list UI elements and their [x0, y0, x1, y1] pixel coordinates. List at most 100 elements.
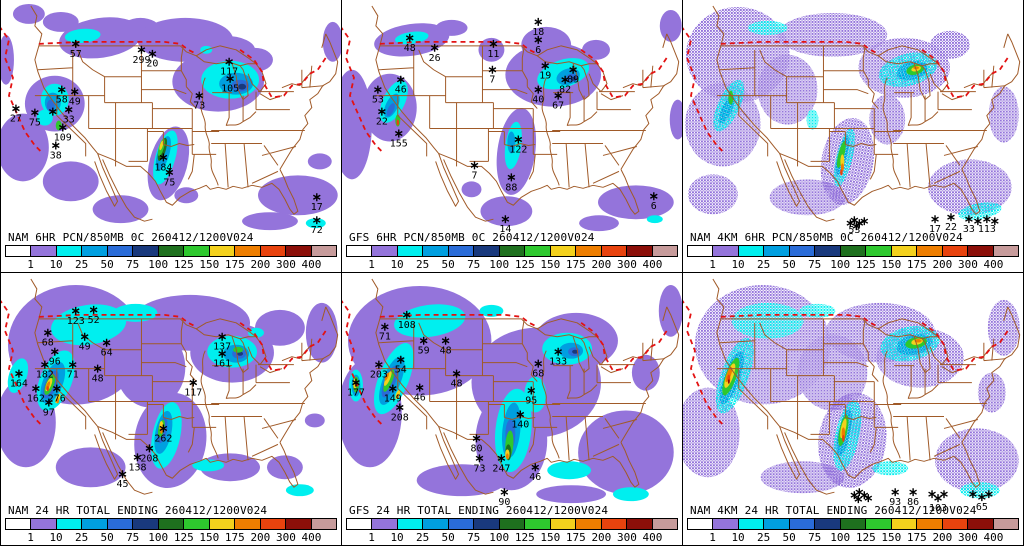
station-value: 138 [128, 462, 146, 473]
station-value: 27 [10, 114, 22, 125]
station-value: 33 [63, 115, 75, 126]
station-marker-icon [396, 355, 405, 364]
station-marker-icon [352, 378, 360, 387]
colorbar [346, 518, 678, 530]
station-marker-icon [534, 85, 543, 94]
colorbar-segment [260, 246, 287, 256]
station-marker-icon [940, 490, 948, 499]
colorbar-segment [525, 519, 551, 529]
colorbar-tick-label: 175 [565, 531, 586, 544]
colorbar-tick-label: 175 [224, 531, 245, 544]
coastline [30, 5, 339, 222]
colorbar-tick-label: 175 [906, 531, 927, 544]
station-marker-icon [516, 410, 525, 419]
state-borders [716, 318, 1006, 461]
station-marker-icon [57, 85, 66, 94]
coastline [712, 278, 1021, 495]
station-value: 7 [489, 75, 495, 86]
precip-field [342, 284, 682, 504]
station-marker-icon [928, 490, 936, 499]
panel-title: GFS 6HR PCN/850MB 0C 260412/1200V024 [349, 231, 595, 244]
colorbar-segment [627, 246, 653, 256]
station-value: 17 [929, 224, 941, 235]
colorbar-tick-label: 400 [301, 258, 322, 271]
station-value: 161 [213, 359, 231, 370]
colorbar-tick-label: 300 [616, 258, 637, 271]
station-marker-icon [931, 215, 939, 224]
station-value: 203 [370, 370, 388, 381]
colorbar-segment [107, 246, 134, 256]
colorbar-segment [423, 246, 449, 256]
station-marker-icon [89, 305, 98, 314]
station-marker-icon [947, 213, 955, 222]
colorbar [687, 245, 1019, 257]
colorbar-segment [31, 246, 57, 256]
colorbar-tick-label: 50 [782, 531, 796, 544]
colorbar [5, 245, 337, 257]
colorbar-segment [601, 519, 628, 529]
station-value: 103 [929, 503, 947, 514]
colorbar-segment [713, 246, 739, 256]
station-value: 73 [193, 101, 205, 112]
colorbar-segment [738, 519, 765, 529]
station-marker-icon [497, 454, 506, 463]
colorbar-segment [133, 246, 159, 256]
station-marker-icon [218, 349, 226, 358]
station-value: 49 [79, 342, 91, 353]
colorbar-segment [184, 519, 210, 529]
colorbar-segment [866, 519, 892, 529]
station-plot: 123 52 68 49 64 96 182 71 48 164 162 276 97 137 161 117… [10, 305, 231, 490]
panel-title: NAM 4KM 24 HR TOTAL ENDING 260412/1200V0… [690, 504, 977, 517]
station-marker-icon [70, 87, 79, 96]
station-marker-icon [189, 378, 198, 387]
station-marker-icon [12, 104, 20, 113]
station-marker-icon [159, 424, 168, 433]
station-plot: 108 71 59 48 54 203 177 149 46 48 208 133 68 95 140 80 7… [347, 310, 567, 508]
colorbar-segment [968, 519, 994, 529]
coastline [712, 5, 1021, 222]
station-value: 140 [511, 419, 529, 430]
station-marker-icon [80, 332, 89, 341]
station-value: 137 [213, 342, 231, 353]
station-value: 164 [10, 379, 28, 390]
station-value: 64 [101, 348, 113, 359]
station-marker-icon [452, 369, 461, 378]
station-marker-icon [990, 217, 999, 226]
station-marker-icon [860, 217, 869, 226]
forecast-panel-nam4km-6hr: 53 17 22 33 113 NAM 4KM 6HR PCN/850MB 0C 260… [683, 0, 1024, 273]
colorbar-tick-label: 400 [983, 531, 1004, 544]
colorbar-segment [448, 519, 475, 529]
station-marker-icon [531, 463, 540, 472]
colorbar-tick-label: 400 [642, 531, 663, 544]
station-marker-icon [195, 91, 204, 100]
station-marker-icon [415, 383, 424, 392]
station-marker-icon [405, 33, 414, 42]
station-value: 6 [651, 201, 657, 212]
station-value: 184 [154, 162, 172, 173]
colorbar-tick-label: 1 [27, 258, 34, 271]
colorbar-tick-label: 175 [224, 258, 245, 271]
station-value: 182 [36, 370, 54, 381]
station-marker-icon [381, 322, 389, 331]
station-value: 109 [54, 132, 72, 143]
forecast-panel-nam-6hr: 57 299 20 117 105 73 58 49 27 75 33 109 38 184 75 17 72 … [1, 0, 342, 273]
station-value: 90 [498, 497, 510, 508]
station-value: 19 [539, 71, 551, 82]
station-marker-icon [218, 332, 226, 341]
colorbar-segment [107, 519, 134, 529]
colorbar-segment [311, 519, 337, 529]
station-value: 7 [471, 170, 477, 181]
colorbar-segment [815, 519, 841, 529]
colorbar-segment [286, 519, 312, 529]
international-border [683, 27, 1009, 155]
basemap [371, 278, 680, 495]
station-marker-icon [165, 168, 174, 177]
station-value: 86 [907, 497, 919, 508]
colorbar-segment [917, 246, 943, 256]
station-value: 117 [184, 388, 202, 399]
station-value: 6 [535, 45, 541, 56]
colorbar-tick-label: 25 [74, 531, 89, 544]
station-marker-icon [159, 153, 168, 162]
colorbar-segment [286, 246, 312, 256]
